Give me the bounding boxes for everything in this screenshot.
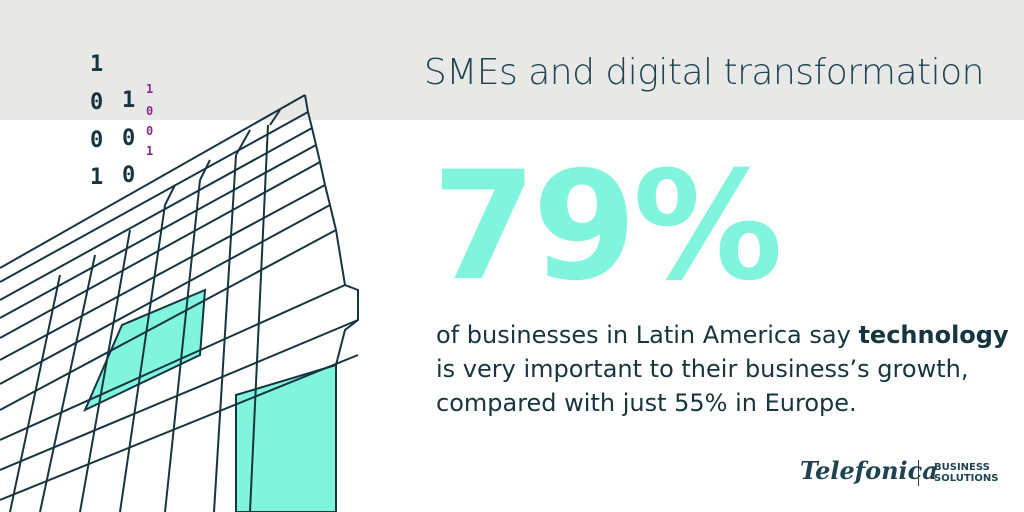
binary-digit-small: 1 xyxy=(146,82,154,96)
body-line: of businesses in Latin America say techn… xyxy=(436,318,1009,352)
body-line: is very important to their business’s gr… xyxy=(436,355,969,383)
logo-brand: Telefonica xyxy=(800,456,938,485)
logo-division-line: SOLUTIONS xyxy=(934,473,999,484)
logo-separator xyxy=(918,460,919,486)
body-text-span: of businesses in Latin America say xyxy=(436,321,859,349)
binary-digit: 0 xyxy=(90,90,104,115)
body-emphasis: technology xyxy=(858,321,1009,349)
binary-digit: 1 xyxy=(90,165,104,190)
body-text: of businesses in Latin America say techn… xyxy=(436,318,1009,420)
binary-digit: 1 xyxy=(90,52,104,77)
binary-digit-small: 0 xyxy=(146,104,154,118)
title: SMEs and digital transformation xyxy=(423,52,985,93)
binary-digit: 0 xyxy=(122,163,136,188)
binary-digit-small: 0 xyxy=(146,124,154,138)
body-line: compared with just 55% in Europe. xyxy=(436,389,857,417)
binary-digit-small: 1 xyxy=(146,144,154,158)
stat-value: 79% xyxy=(432,140,783,314)
binary-digit: 0 xyxy=(90,128,104,153)
logo-division: BUSINESS SOLUTIONS xyxy=(934,462,998,484)
header-band xyxy=(0,0,1024,120)
logo-division-line: BUSINESS xyxy=(934,462,990,473)
binary-digit: 0 xyxy=(122,126,136,151)
binary-digit: 1 xyxy=(122,88,136,113)
